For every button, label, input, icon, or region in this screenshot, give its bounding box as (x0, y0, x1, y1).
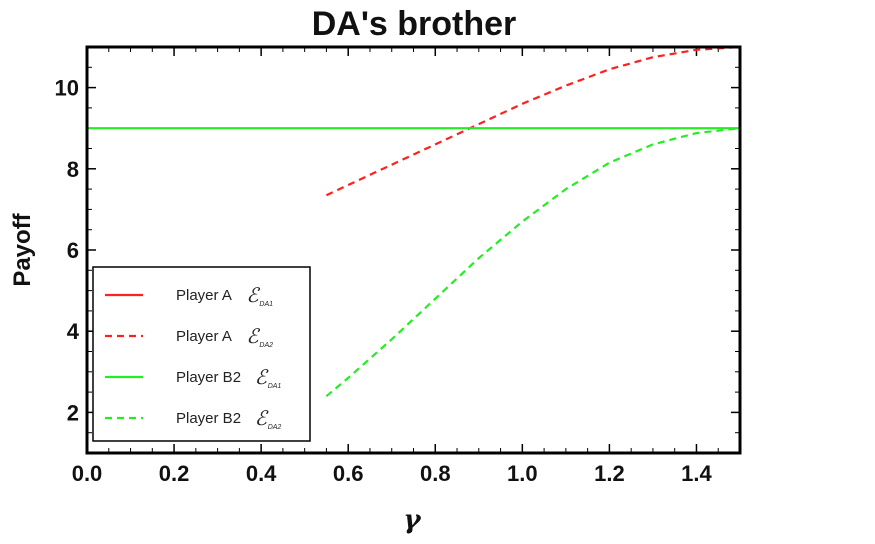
y-tick-label: 4 (67, 319, 80, 344)
x-axis-label: γ (403, 505, 422, 535)
legend-symbol-0: ℰ (246, 283, 260, 307)
x-tick-label: 0.4 (246, 461, 277, 486)
x-tick-label: 1.4 (681, 461, 712, 486)
y-tick-label: 6 (67, 238, 79, 263)
y-tick-label: 2 (67, 400, 79, 425)
y-axis-label: Payoff (9, 212, 36, 286)
legend-subscript-3: DA2 (268, 424, 282, 431)
legend-label-0: Player A (176, 287, 232, 304)
legend-label-3: Player B2 (176, 410, 241, 427)
x-tick-label: 1.2 (594, 461, 625, 486)
series-line-3 (325, 127, 741, 398)
plot-frame (85, 45, 742, 455)
y-tick-label: 10 (55, 76, 79, 101)
legend-symbol-2: ℰ (255, 365, 269, 389)
x-tick-label: 1.0 (507, 461, 538, 486)
y-tick-label: 8 (67, 157, 79, 182)
legend-subscript-0: DA1 (259, 301, 273, 308)
axis-ticks: 0.0 0.2 0.4 0.6 0.8 1.0 1.2 1.4 2 4 6 8 10 (55, 47, 741, 486)
legend-label-2: Player B2 (176, 369, 241, 386)
x-tick-label: 0.2 (159, 461, 190, 486)
legend-subscript-1: DA2 (259, 342, 273, 349)
x-tick-label: 0.8 (420, 461, 451, 486)
legend-subscript-2: DA1 (268, 383, 282, 390)
legend-symbol-3: ℰ (255, 406, 269, 430)
x-tick-label: 0.6 (333, 461, 364, 486)
series-line-1 (325, 45, 741, 197)
x-tick-label: 0.0 (72, 461, 103, 486)
legend-label-1: Player A (176, 328, 232, 345)
legend-symbol-1: ℰ (246, 324, 260, 348)
chart-title: DA's brother (312, 5, 517, 43)
